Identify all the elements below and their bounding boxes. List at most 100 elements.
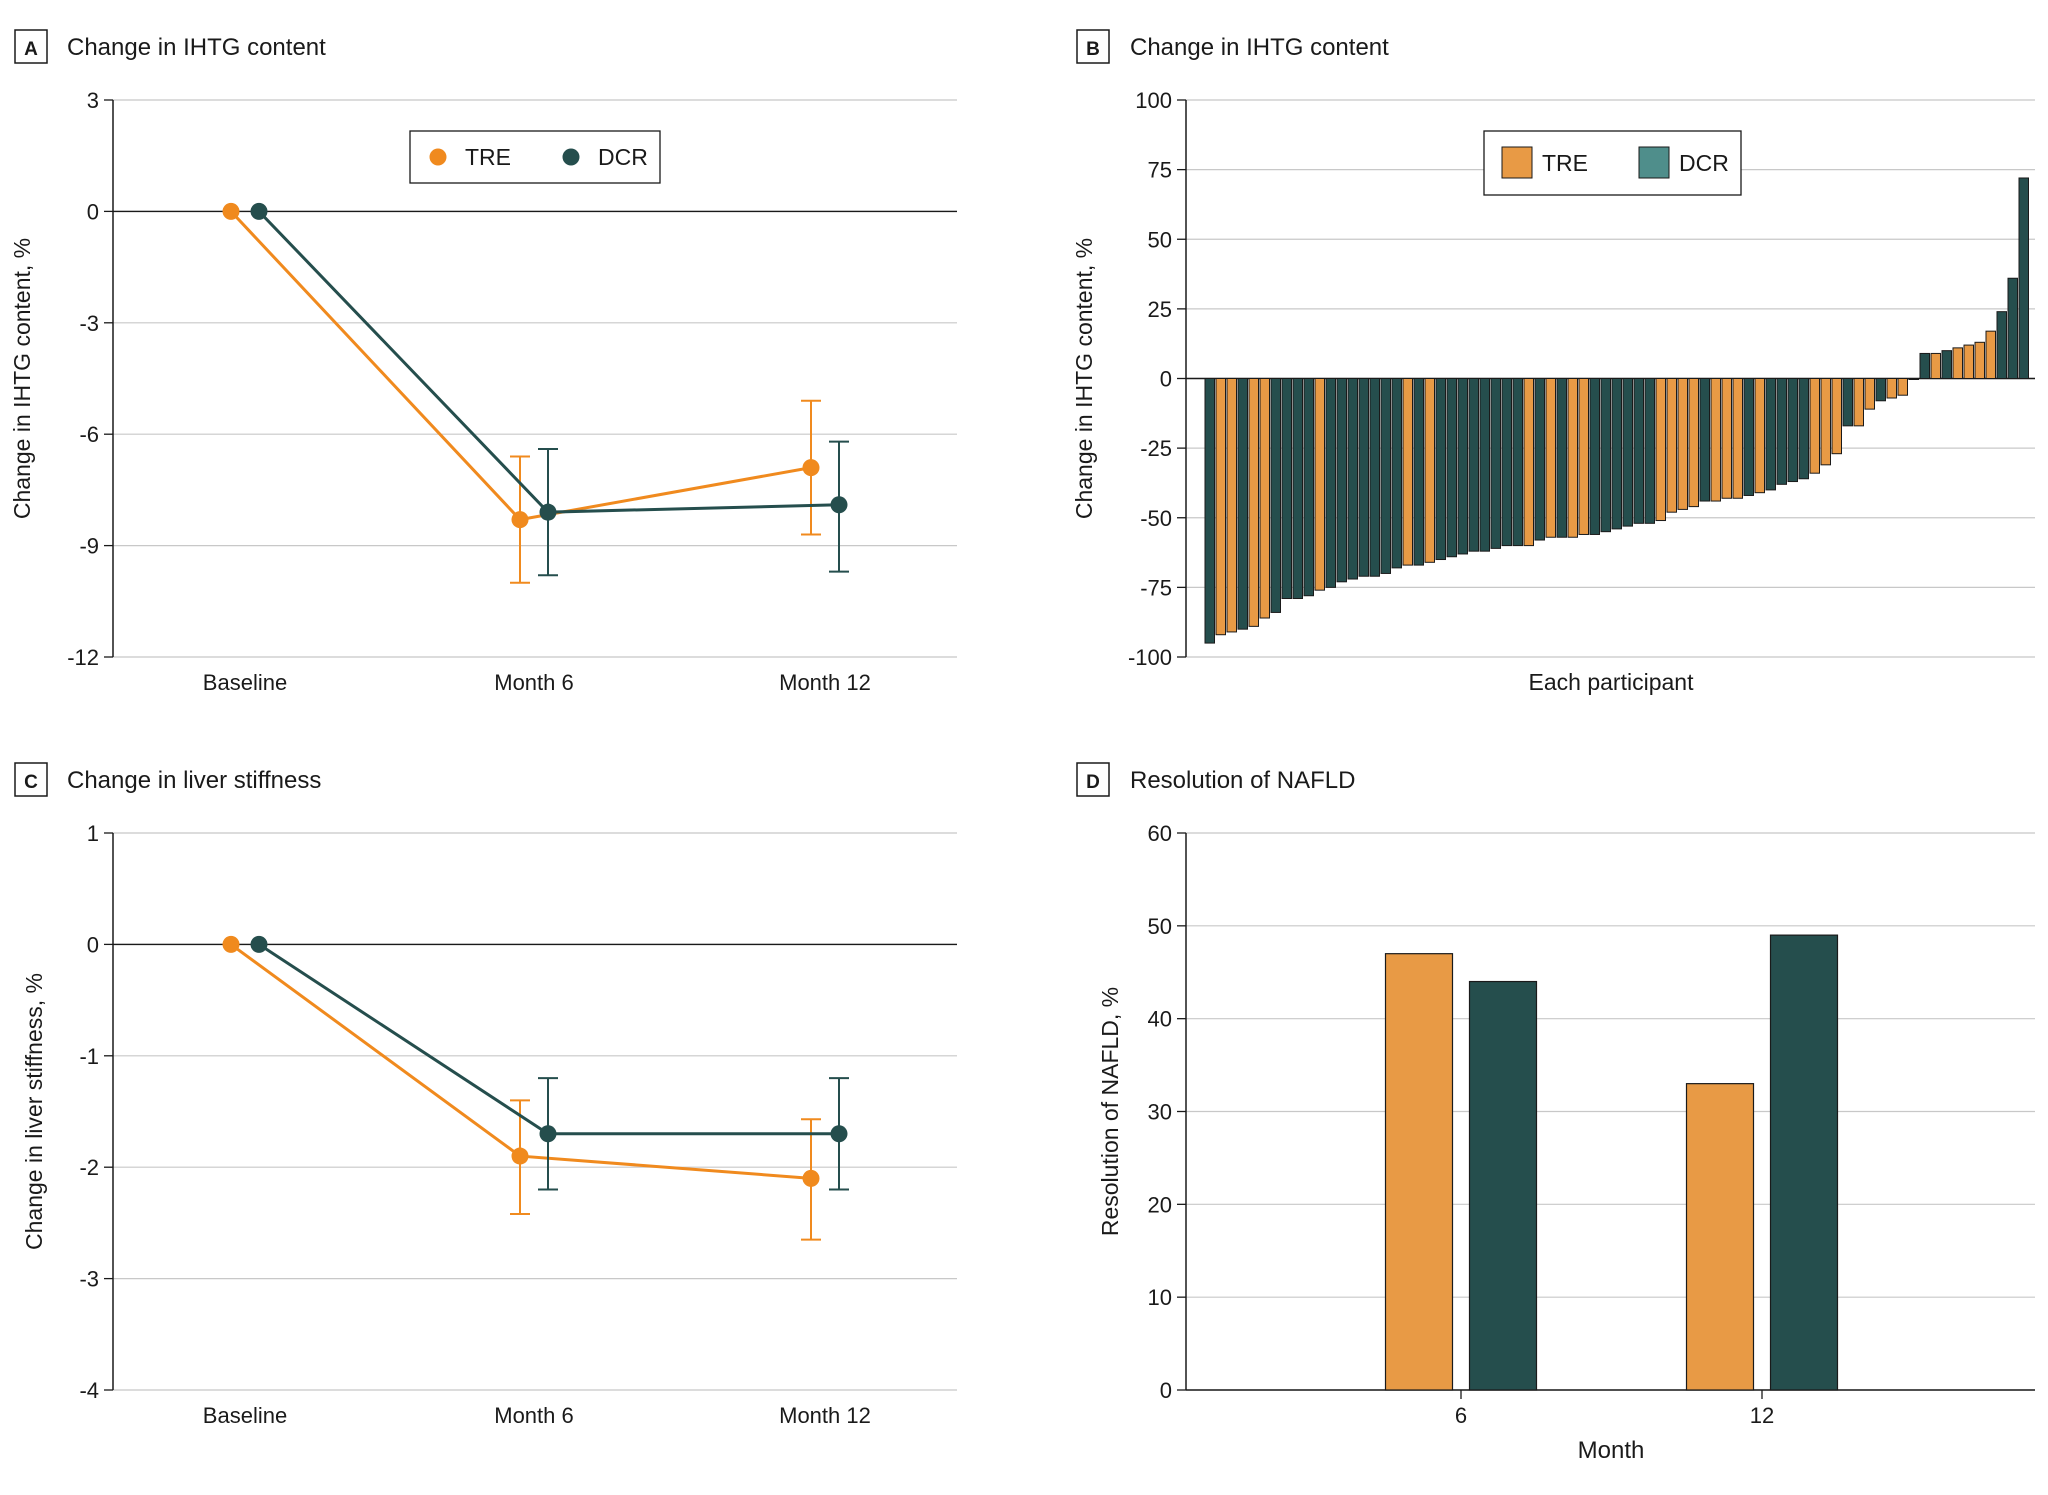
panel-d-title: Resolution of NAFLD	[1130, 767, 1355, 794]
legend-box	[409, 130, 661, 184]
legend-marker-tre	[429, 148, 447, 166]
participant-bar-dcr	[1204, 378, 1215, 644]
y-tick-label: 60	[1148, 821, 1172, 846]
participant-bar-tre	[1314, 378, 1325, 591]
participant-bar-tre	[1853, 378, 1864, 427]
panel-c: C Change in liver stiffness 1 0 -1 -2 -3 -4 Ch…	[14, 762, 957, 1428]
y-tick-label: -6	[79, 422, 99, 447]
x-tick-label: Month 12	[779, 1403, 871, 1428]
y-tick-label: -3	[79, 311, 99, 336]
participant-bar-tre	[1567, 378, 1578, 538]
participant-bar-dcr	[1380, 378, 1391, 574]
participant-bar-tre	[1952, 347, 1963, 379]
panel-a: A Change in IHTG content 3 0 -3 -6 -9 -12 Chan…	[9, 29, 957, 695]
panel-b-letter-box	[1076, 29, 1110, 64]
x-tick-label: Baseline	[203, 670, 287, 695]
y-tick-label: -25	[1140, 436, 1172, 461]
y-tick-label: -50	[1140, 506, 1172, 531]
participant-bar-tre	[1226, 378, 1237, 633]
participant-bar-dcr	[1633, 378, 1644, 524]
panel-b: B Change in IHTG content 100 75 50 25 0 -25 -5…	[1071, 29, 2035, 695]
legend-label-dcr: DCR	[598, 144, 648, 170]
participant-bar-tre	[1809, 378, 1820, 474]
participant-bar-dcr	[1336, 378, 1347, 583]
panel-c-plot: 1 0 -1 -2 -3 -4 Change in liver stiffness, % Ba…	[21, 821, 957, 1428]
panel-b-letter: B	[1086, 39, 1100, 60]
data-point-tre	[222, 935, 240, 953]
data-point-dcr	[830, 496, 848, 514]
panel-d-letter: D	[1086, 772, 1100, 793]
participant-bar-tre	[1710, 378, 1721, 502]
participant-bar-tre	[1985, 330, 1996, 379]
y-tick-label: 3	[87, 88, 99, 113]
y-tick-label: 0	[1160, 367, 1172, 392]
participant-bar-dcr	[1490, 378, 1501, 549]
x-tick-label: 6	[1455, 1403, 1467, 1428]
x-tick-label: Month 6	[494, 670, 574, 695]
y-tick-label: 10	[1148, 1285, 1172, 1310]
y-tick-label: -75	[1140, 575, 1172, 600]
y-tick-label: 0	[1160, 1378, 1172, 1403]
y-axis-label: Resolution of NAFLD, %	[1097, 987, 1123, 1236]
participant-bar-tre	[1666, 378, 1677, 513]
participant-bar-tre	[1721, 378, 1732, 499]
participant-bar-dcr	[1996, 311, 2007, 379]
participant-bar-tre	[1930, 352, 1941, 379]
participant-bar-tre	[1248, 378, 1259, 627]
participant-bar-dcr	[1798, 378, 1809, 480]
participant-bar-dcr	[1292, 378, 1303, 600]
participant-bar-dcr	[1765, 378, 1776, 491]
y-tick-label: 30	[1148, 1100, 1172, 1125]
participant-bar-tre	[1963, 344, 1974, 379]
participant-bar-dcr	[2007, 277, 2018, 379]
y-tick-label: 75	[1148, 158, 1172, 183]
participant-bar-tre	[1578, 378, 1589, 535]
panel-b-plot: 100 75 50 25 0 -25 -50 -75 -100 Change in IHTG co…	[1071, 88, 2035, 695]
participant-bar-dcr	[1919, 352, 1930, 379]
participant-bar-dcr	[1303, 378, 1314, 597]
participant-bar-dcr	[1358, 378, 1369, 577]
y-tick-label: 25	[1148, 297, 1172, 322]
panel-d-plot: 60 50 40 30 20 10 0 Resolution of NAFLD, % 6 12 Mo…	[1097, 821, 2035, 1464]
bar-tre-month-12	[1685, 1083, 1755, 1391]
data-point-tre	[511, 511, 529, 529]
participant-bar-dcr	[1941, 350, 1952, 379]
participant-bar-tre	[1402, 378, 1413, 566]
bar-tre-month-6	[1384, 953, 1454, 1391]
panel-a-letter: A	[24, 39, 38, 60]
y-tick-label: -4	[79, 1378, 99, 1403]
participant-bar-dcr	[1457, 378, 1468, 555]
data-point-dcr	[539, 503, 557, 521]
participant-bar-dcr	[1270, 378, 1281, 613]
participant-bar-dcr	[1787, 378, 1798, 483]
y-tick-label: -12	[67, 645, 99, 670]
panel-a-letter-box	[14, 29, 48, 64]
participant-bar-dcr	[1468, 378, 1479, 552]
panel-b-title: Change in IHTG content	[1130, 34, 1389, 61]
participant-bar-dcr	[1611, 378, 1622, 530]
data-point-dcr	[539, 1125, 557, 1143]
y-tick-label: 0	[87, 199, 99, 224]
bar-dcr-month-12	[1769, 934, 1839, 1391]
participant-bar-tre	[1688, 378, 1699, 508]
y-axis-label: Change in IHTG content, %	[1071, 238, 1097, 519]
data-point-dcr	[250, 202, 268, 220]
panel-c-letter: C	[24, 772, 38, 793]
y-axis-label: Change in IHTG content, %	[9, 238, 35, 519]
data-point-tre	[802, 459, 820, 477]
participant-bar-tre	[1523, 378, 1534, 547]
participant-bar-dcr	[1446, 378, 1457, 558]
participant-bar-tre	[1886, 378, 1897, 399]
x-axis-label: Month	[1578, 1437, 1645, 1464]
data-point-tre	[222, 202, 240, 220]
y-tick-label: 40	[1148, 1007, 1172, 1032]
participant-bar-dcr	[1622, 378, 1633, 527]
participant-bar-dcr	[1512, 378, 1523, 547]
y-tick-label: 0	[87, 932, 99, 957]
panel-c-title: Change in liver stiffness	[67, 767, 321, 794]
bar-dcr-month-6	[1468, 980, 1538, 1391]
participant-bar-dcr	[1347, 378, 1358, 580]
participant-bar-dcr	[1644, 378, 1655, 524]
participant-bar-dcr	[1391, 378, 1402, 569]
